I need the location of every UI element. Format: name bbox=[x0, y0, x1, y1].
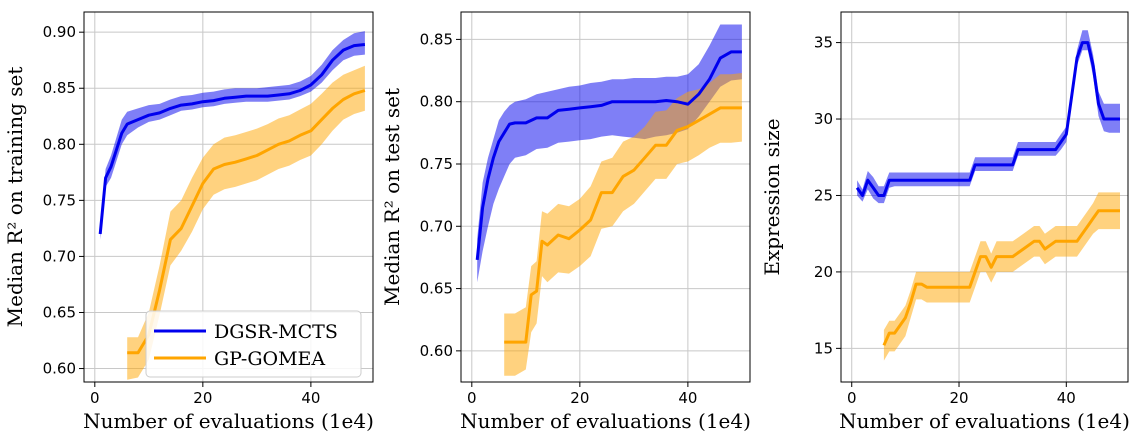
x-axis-label: Number of evaluations (1e4) bbox=[83, 409, 374, 433]
x-tick-label: 0 bbox=[847, 389, 857, 407]
y-tick-label: 25 bbox=[814, 186, 833, 204]
legend-label-gp-gomea: GP-GOMEA bbox=[214, 348, 325, 370]
confidence-band-dgsr-mcts bbox=[477, 24, 742, 283]
y-tick-label: 0.65 bbox=[43, 303, 76, 321]
x-tick-label: 40 bbox=[301, 389, 320, 407]
y-tick-label: 0.90 bbox=[43, 23, 76, 41]
axes-frame bbox=[83, 11, 374, 383]
y-tick-label: 30 bbox=[814, 110, 833, 128]
x-axis-label: Number of evaluations (1e4) bbox=[839, 409, 1130, 433]
y-tick-label: 0.80 bbox=[43, 135, 76, 153]
y-tick-label: 0.75 bbox=[43, 191, 76, 209]
series-line-dgsr-mcts bbox=[855, 41, 1120, 197]
confidence-band-gp-gomea bbox=[127, 65, 365, 380]
y-tick-label: 0.65 bbox=[420, 280, 453, 298]
plot-area bbox=[475, 24, 742, 376]
y-tick-label: 0.85 bbox=[420, 30, 453, 48]
confidence-band-gp-gomea bbox=[883, 192, 1120, 361]
plot-area bbox=[855, 30, 1120, 361]
y-tick-label: 0.80 bbox=[420, 93, 453, 111]
y-tick-label: 0.60 bbox=[420, 342, 453, 360]
x-tick-label: 40 bbox=[1057, 389, 1076, 407]
series-line-gp-gomea bbox=[882, 209, 1120, 346]
x-tick-label: 0 bbox=[90, 389, 100, 407]
series-line-gp-gomea bbox=[127, 89, 366, 355]
axes-frame bbox=[840, 11, 1129, 383]
x-tick-label: 20 bbox=[570, 389, 589, 407]
confidence-band-gp-gomea bbox=[504, 73, 742, 376]
legend: DGSR-MCTS GP-GOMEA bbox=[145, 310, 362, 378]
y-tick-label: 20 bbox=[814, 263, 833, 281]
legend-box bbox=[145, 310, 362, 378]
x-tick-label: 20 bbox=[193, 389, 212, 407]
series-line-dgsr-mcts bbox=[475, 50, 742, 261]
y-tick-label: 0.60 bbox=[43, 360, 76, 378]
y-axis-label: Expression size bbox=[760, 118, 784, 275]
y-tick-label: 0.70 bbox=[43, 247, 76, 265]
x-axis-label: Number of evaluations (1e4) bbox=[460, 409, 751, 433]
y-tick-label: 35 bbox=[814, 34, 833, 52]
x-tick-label: 0 bbox=[467, 389, 477, 407]
y-tick-label: 0.70 bbox=[420, 217, 453, 235]
series-line-gp-gomea bbox=[504, 106, 742, 344]
y-tick-label: 0.75 bbox=[420, 155, 453, 173]
chart-panel-2: 0 20 40 0.60 0.65 0.70 0.75 0.80 0.85 Number of e… bbox=[380, 11, 751, 433]
x-tick-label: 40 bbox=[678, 389, 697, 407]
y-axis-label: Median R² on training set bbox=[3, 67, 27, 328]
confidence-band-dgsr-mcts bbox=[100, 31, 365, 240]
x-tick-label: 20 bbox=[949, 389, 968, 407]
y-tick-label: 0.85 bbox=[43, 79, 76, 97]
confidence-band-dgsr-mcts bbox=[857, 30, 1120, 204]
chart-panel-3: 0 20 40 15 20 25 30 35 Number of evaluations (1e… bbox=[760, 11, 1130, 433]
plot-area bbox=[98, 31, 366, 380]
y-tick-label: 15 bbox=[814, 339, 833, 357]
chart-panel-1: 0 20 40 0.60 0.65 0.70 0.75 0.80 0.85 0.90 Number … bbox=[3, 11, 374, 433]
y-axis-label: Median R² on test set bbox=[380, 88, 404, 306]
series-line-dgsr-mcts bbox=[98, 43, 366, 235]
axes-frame bbox=[460, 11, 751, 383]
legend-label-dgsr-mcts: DGSR-MCTS bbox=[214, 321, 338, 343]
